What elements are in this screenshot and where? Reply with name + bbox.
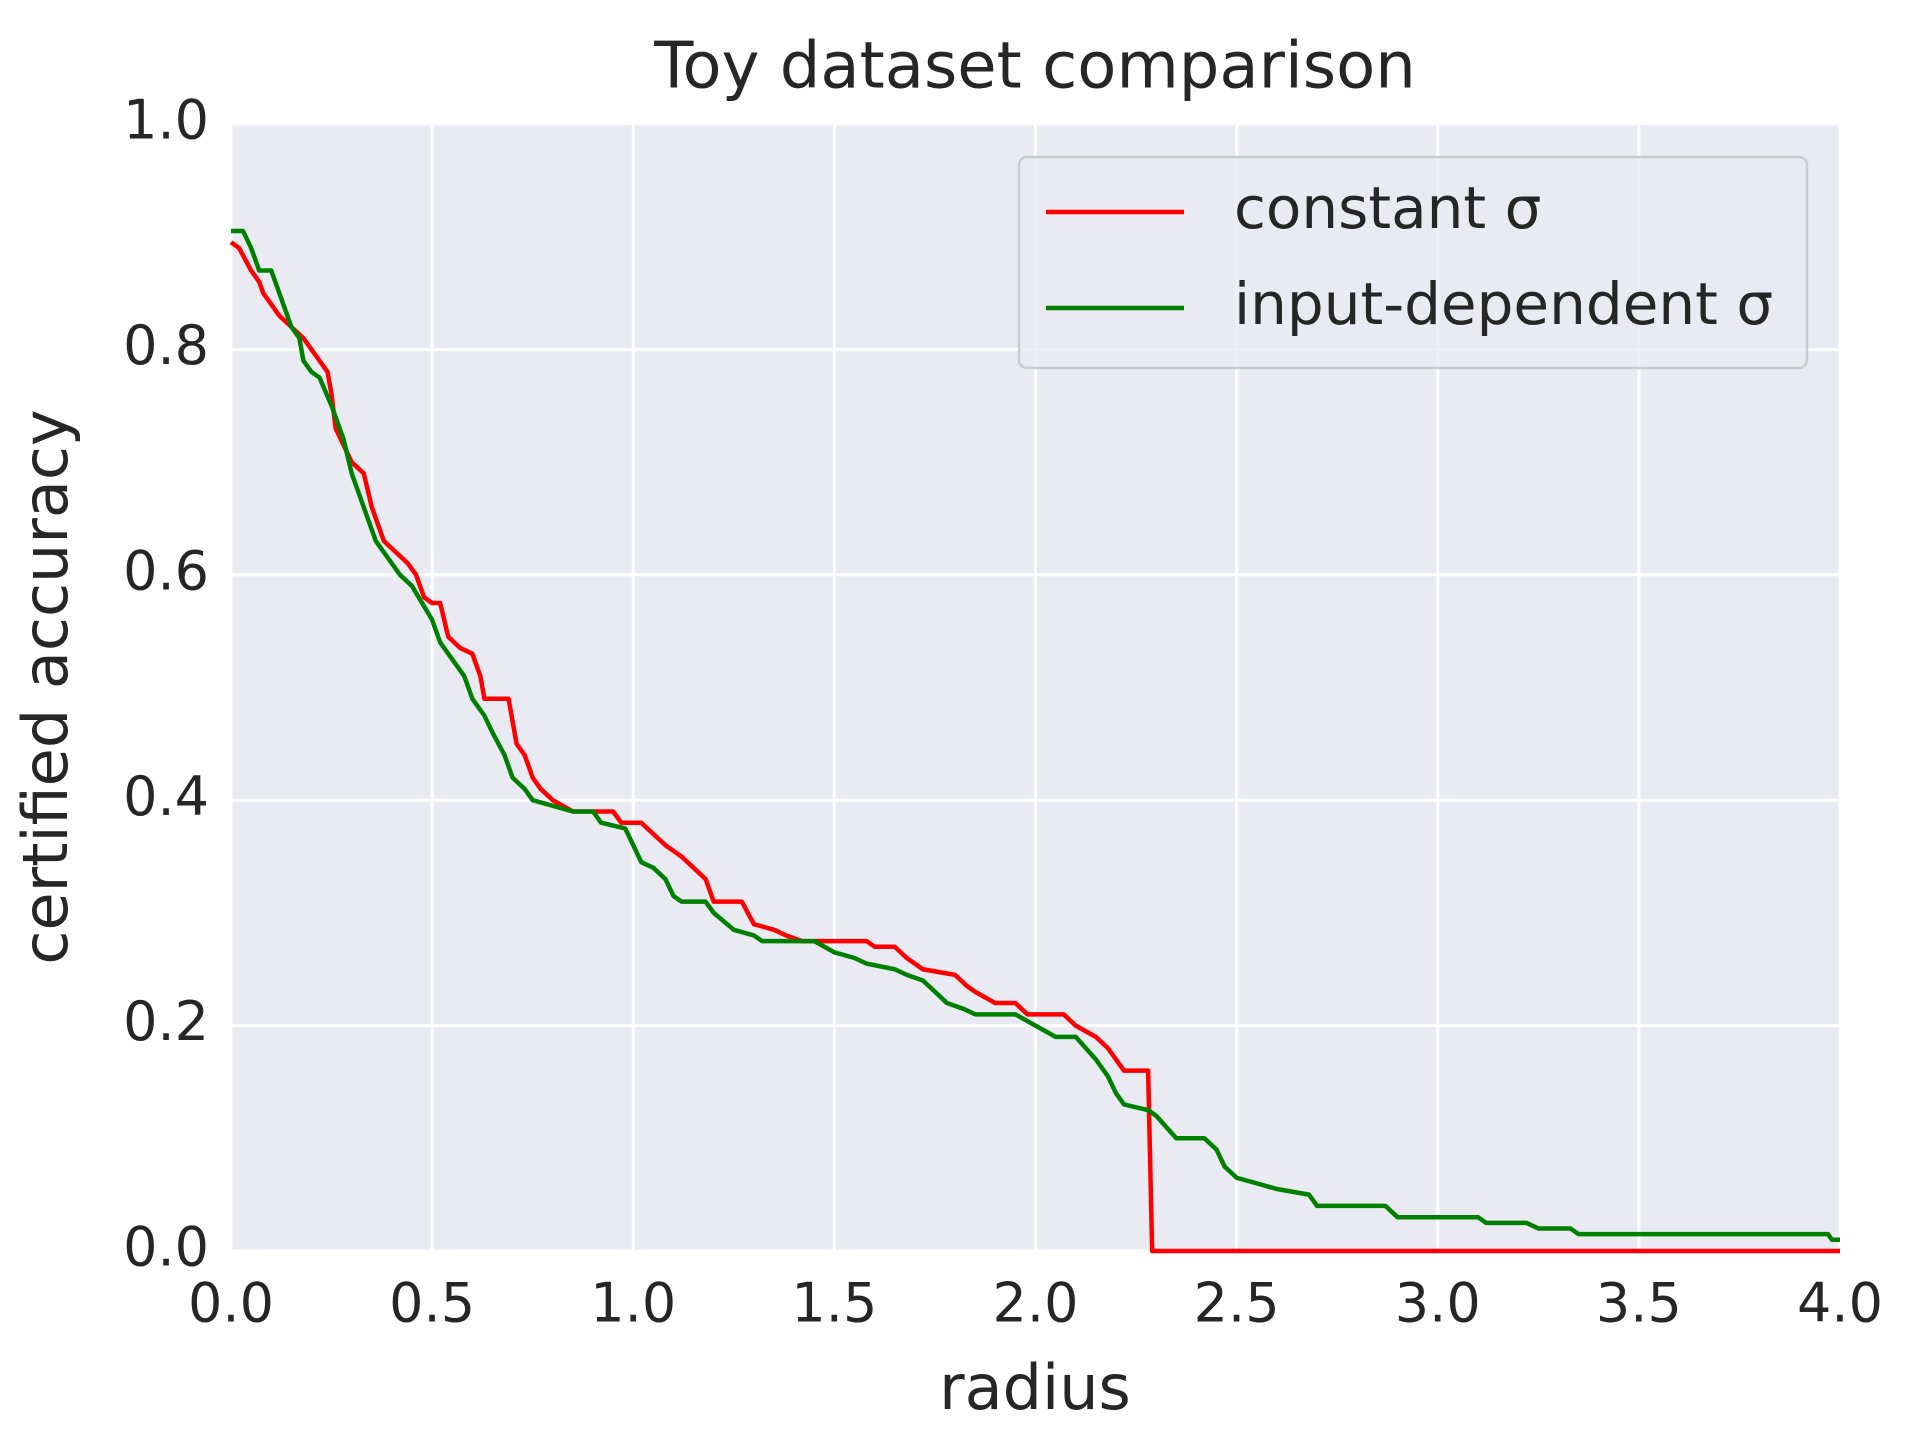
legend: constant σ input-dependent σ — [1017, 155, 1809, 370]
y-tick-label: 0.2 — [123, 990, 209, 1053]
y-tick-label: 0.4 — [123, 765, 209, 828]
x-tick-label: 3.0 — [1395, 1272, 1481, 1335]
chart-title: Toy dataset comparison — [653, 30, 1416, 104]
x-tick-label: 1.0 — [590, 1272, 676, 1335]
y-tick-label: 1.0 — [123, 89, 209, 152]
legend-box — [1017, 155, 1809, 370]
lines — [229, 228, 1840, 1254]
x-tick-label: 1.5 — [791, 1272, 877, 1335]
legend-label: input-dependent σ — [1234, 270, 1773, 338]
x-tick-label: 0.0 — [188, 1272, 274, 1335]
series-line — [231, 228, 1840, 1242]
x-tick-label: 4.0 — [1797, 1272, 1883, 1335]
x-tick-label: 3.5 — [1596, 1272, 1682, 1335]
x-axis-label: radius — [939, 1351, 1131, 1424]
y-axis-label: certified accuracy — [9, 409, 82, 964]
x-tick-label: 0.5 — [389, 1272, 475, 1335]
y-tick-label: 0.6 — [123, 539, 209, 602]
series-line — [229, 240, 1840, 1254]
y-tick-label: 0.0 — [123, 1216, 209, 1279]
x-tick-label: 2.0 — [993, 1272, 1079, 1335]
y-tick-label: 0.8 — [123, 314, 209, 377]
legend-label: constant σ — [1234, 174, 1541, 242]
x-tick-label: 2.5 — [1194, 1272, 1280, 1335]
